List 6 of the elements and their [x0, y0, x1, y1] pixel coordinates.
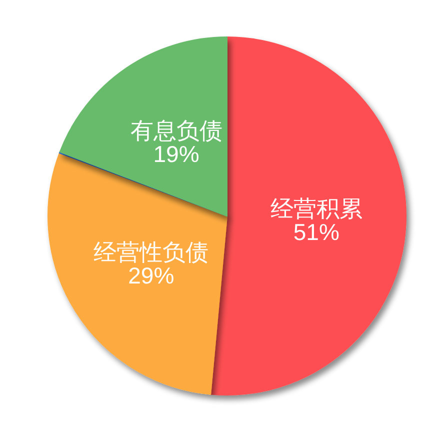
data-label: 51% — [293, 218, 340, 245]
slice-label: 经营积累 — [270, 195, 362, 222]
data-label: 29% — [128, 262, 174, 288]
slice-label: 经营性负债 — [94, 238, 209, 265]
slice-label: 有息负债 — [130, 118, 222, 144]
data-label: 19% — [153, 141, 200, 167]
